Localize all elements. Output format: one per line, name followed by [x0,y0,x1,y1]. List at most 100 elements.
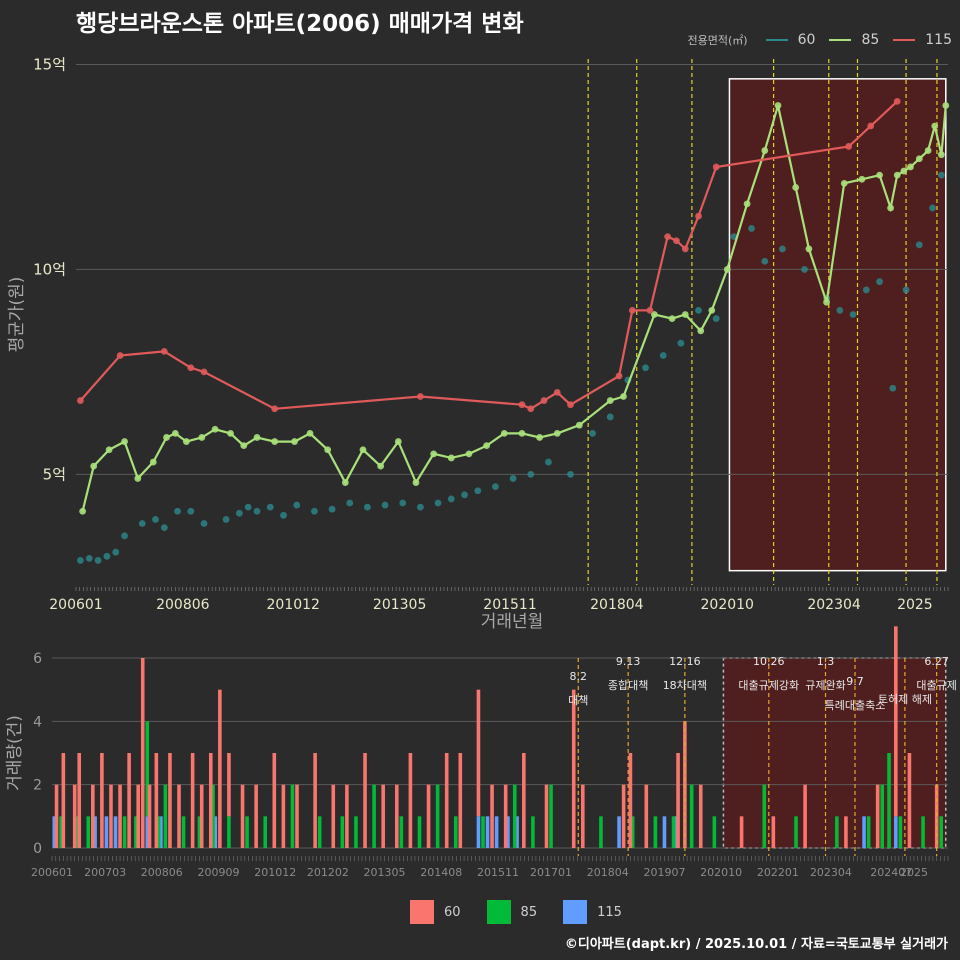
data-point-85 [876,171,883,179]
data-point-60 [200,520,208,527]
data-point-85 [915,155,923,163]
data-point-115 [712,163,720,171]
volume-bar-85 [156,816,161,848]
volume-bar-60 [408,753,413,848]
data-point-85 [430,450,438,458]
volume-bar-60 [154,753,159,848]
data-point-85 [105,446,113,454]
data-point-60 [695,307,702,314]
bottom-legend-item-115: 115 [563,900,622,924]
volume-bar-115 [673,816,678,848]
data-point-60 [545,458,552,466]
volume-bar-115 [494,816,499,848]
volume-bar-60 [458,753,463,848]
volume-bar-60 [295,784,299,848]
data-point-85 [198,434,206,441]
data-point-60 [929,204,936,212]
data-point-115 [116,352,124,359]
data-point-85 [681,311,689,318]
data-point-85 [697,327,705,335]
volume-bar-85 [372,784,376,848]
volume-bar-85 [653,816,658,848]
data-point-60 [174,507,181,515]
data-point-60 [346,499,354,507]
volume-bar-60 [875,784,880,848]
x-tick-label: 200601 [49,597,102,613]
volume-bar-85 [887,753,891,848]
top-legend-title: 전용면적(㎡) [687,34,748,47]
data-point-115 [615,372,623,380]
volume-bar-85 [531,816,535,848]
volume-bar-60 [177,784,181,848]
volume-bar-115 [506,816,510,848]
data-point-85 [907,163,914,171]
bottom-legend-label-115: 115 [597,904,622,920]
x-tick-label: 2025 [897,597,933,613]
data-point-60 [527,470,535,478]
data-point-60 [748,225,755,232]
x-tick-label-volume: 202010 [700,866,742,879]
bottom-legend-swatch-85 [486,900,511,924]
data-point-85 [805,245,813,253]
x-tick-label: 201305 [373,597,426,613]
data-point-85 [650,311,658,318]
volume-bar-85 [340,816,345,848]
volume-bar-60 [54,784,59,848]
data-point-85 [149,458,157,466]
volume-bar-85 [317,816,322,848]
data-point-115 [845,143,853,150]
volume-bar-60 [490,784,494,848]
volume-bar-60 [77,753,82,848]
data-point-85 [553,429,561,437]
data-point-115 [664,233,672,241]
volume-bar-60 [140,658,145,848]
data-point-115 [628,307,636,314]
volume-bar-60 [907,753,912,848]
policy-date-label: 8.2 [570,670,588,683]
data-point-60 [902,286,910,294]
volume-bar-85 [481,816,485,848]
data-point-60 [328,505,336,513]
data-point-85 [79,507,87,515]
volume-bar-85 [866,816,871,848]
data-point-85 [606,397,614,404]
x-tick-label-volume: 201701 [530,866,572,879]
volume-bar-60 [313,753,317,848]
x-tick-label-volume: 200601 [31,866,73,879]
data-point-85 [668,315,676,322]
data-point-60 [266,503,274,511]
volume-bar-60 [476,689,481,817]
data-point-85 [324,446,332,454]
data-point-85 [171,429,179,437]
x-tick-label-volume: 200909 [197,866,239,879]
bottom-legend-label-60: 60 [444,904,461,920]
volume-bar-60 [426,784,431,848]
data-point-60 [447,495,455,503]
data-point-60 [474,487,482,495]
data-point-115 [77,397,84,404]
volume-bar-60 [199,784,204,848]
volume-bar-60 [571,689,576,848]
data-point-60 [836,307,844,314]
data-point-60 [77,557,84,564]
x-tick-label-volume: 201907 [643,866,685,879]
data-point-85 [792,184,800,191]
volume-bar-115 [485,816,490,848]
volume-bar-60 [580,784,585,848]
volume-bar-60 [544,784,549,848]
x-tick-label-volume: 201804 [587,866,629,879]
data-point-60 [642,364,649,372]
data-point-85 [163,434,170,441]
x-tick-label: 201511 [483,597,536,613]
volume-bar-60 [522,753,526,848]
data-point-85 [271,438,279,445]
volume-bar-115 [515,816,519,848]
data-point-85 [90,462,98,470]
data-point-85 [942,102,950,109]
volume-bar-85 [417,816,422,848]
volume-bar-85 [921,816,925,848]
volume-bar-85 [134,816,138,848]
policy-text-label: 종합대책 [608,679,648,692]
data-point-115 [893,97,901,105]
